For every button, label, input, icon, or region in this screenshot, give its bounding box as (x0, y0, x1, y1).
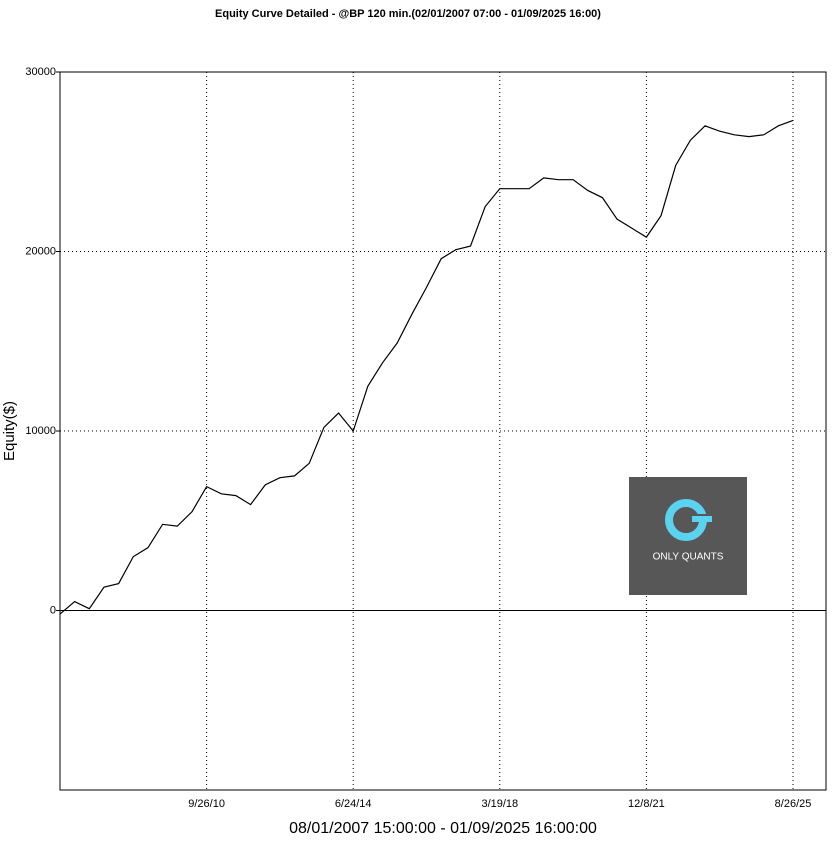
x-axis-label: 08/01/2007 15:00:00 - 01/09/2025 16:00:0… (289, 820, 597, 837)
y-tick-label: 30000 (25, 66, 56, 78)
y-axis-label: Equity($) (1, 401, 18, 461)
x-tick-label: 6/24/14 (335, 798, 372, 810)
x-tick-label: 12/8/21 (628, 798, 665, 810)
logo-text: ONLY QUANTS (653, 552, 724, 563)
x-tick-label: 8/26/25 (775, 798, 812, 810)
y-tick-label: 0 (50, 604, 56, 616)
y-tick-label: 20000 (25, 245, 56, 257)
logo: ONLY QUANTS (629, 477, 747, 595)
plot-frame (59, 71, 827, 791)
logo-bar (692, 516, 712, 522)
y-tick-label: 10000 (25, 425, 56, 437)
equity-line (59, 119, 794, 615)
chart-title: Equity Curve Detailed - @BP 120 min.(02/… (215, 8, 601, 20)
x-tick-label: 3/19/18 (481, 798, 518, 810)
x-tick-label: 9/26/10 (188, 798, 225, 810)
